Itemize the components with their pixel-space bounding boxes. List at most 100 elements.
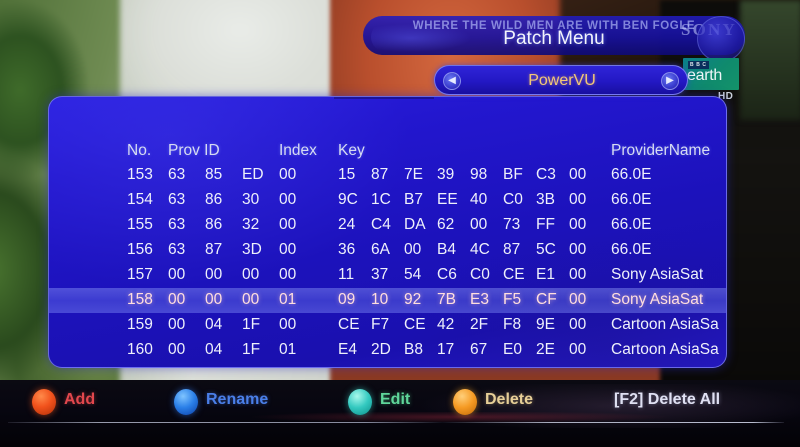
cell-key-byte: B7 <box>404 191 423 208</box>
cell-key-byte: 00 <box>470 216 488 233</box>
panel-notch <box>334 97 434 99</box>
cell-index: 00 <box>279 166 297 183</box>
cell-key-byte: 42 <box>437 316 455 333</box>
table-row[interactable]: 158 00 00 00 01 09 10 92 7B E3 F5 CF 00 Sony AsiaSat <box>49 288 726 313</box>
delete-all-hint[interactable]: [F2] Delete All <box>614 391 721 408</box>
cell-prov-byte: 1F <box>242 341 261 358</box>
table-row[interactable]: 159 00 04 1F 00 CE F7 CE 42 2F F8 9E 00 Cartoon AsiaS… <box>49 313 726 338</box>
cell-key-byte: 54 <box>404 266 422 283</box>
banner-swirl-decoration <box>371 22 501 52</box>
cell-no: 156 <box>127 241 153 258</box>
cell-prov-byte: 00 <box>168 266 186 283</box>
cell-prov-byte: 04 <box>205 341 223 358</box>
background-green-edge <box>740 0 800 120</box>
yellow-button-icon <box>453 389 477 415</box>
cell-no: 154 <box>127 191 153 208</box>
cell-key-byte: C0 <box>470 266 490 283</box>
cell-key-byte: 1C <box>371 191 391 208</box>
broadcast-programme-title: WHERE THE WILD MEN ARE WITH BEN FOGLE <box>412 20 696 32</box>
cell-prov-byte: 32 <box>242 216 260 233</box>
cell-prov-byte: 63 <box>168 241 186 258</box>
cell-key-byte: C0 <box>503 191 523 208</box>
cell-index: 01 <box>279 291 297 308</box>
cell-key-byte: 73 <box>503 216 521 233</box>
cell-key-byte: 00 <box>569 241 587 258</box>
cell-key-byte: 87 <box>503 241 521 258</box>
cell-key-byte: 00 <box>569 266 587 283</box>
add-button-label: Add <box>64 391 96 408</box>
cell-key-byte: 3B <box>536 191 555 208</box>
cell-provider-name: Sony AsiaSat <box>611 266 704 283</box>
bar-divider <box>8 422 784 423</box>
rename-button-label: Rename <box>206 391 269 408</box>
cell-key-byte: 87 <box>371 166 389 183</box>
cell-key-byte: 37 <box>371 266 389 283</box>
cell-key-byte: 00 <box>569 166 587 183</box>
column-header-prov_name: ProviderName <box>611 142 711 159</box>
table-row[interactable]: 155 63 86 32 00 24 C4 DA 62 00 73 FF 00 66.0E <box>49 213 726 238</box>
cell-prov-byte: 00 <box>205 291 223 308</box>
cell-key-byte: 6A <box>371 241 390 258</box>
cell-key-byte: F7 <box>371 316 390 333</box>
cell-prov-byte: 00 <box>168 291 186 308</box>
cell-provider-name: 66.0E <box>611 166 652 183</box>
column-header-index: Index <box>279 142 317 159</box>
edit-button-label: Edit <box>380 391 411 408</box>
cell-key-byte: 40 <box>470 191 488 208</box>
column-header-key: Key <box>338 142 365 159</box>
cell-key-byte: E4 <box>338 341 357 358</box>
key-list-panel: No. Prov ID Index Key ProviderName 153 63 85 ED… <box>48 96 727 368</box>
cell-key-byte: 7B <box>437 291 456 308</box>
cell-no: 155 <box>127 216 153 233</box>
cell-key-byte: 00 <box>569 291 587 308</box>
cell-key-byte: 92 <box>404 291 422 308</box>
cell-prov-byte: ED <box>242 166 264 183</box>
chevron-right-icon: ▶ <box>666 75 674 86</box>
previous-mode-button[interactable]: ◀ <box>443 72 461 90</box>
next-mode-button[interactable]: ▶ <box>661 72 679 90</box>
cell-prov-byte: 00 <box>242 291 260 308</box>
cell-key-byte: 00 <box>569 191 587 208</box>
cell-key-byte: E3 <box>470 291 489 308</box>
cell-prov-byte: 85 <box>205 166 223 183</box>
cell-key-byte: 9E <box>536 316 555 333</box>
cell-key-byte: 2E <box>536 341 555 358</box>
cell-prov-byte: 63 <box>168 166 186 183</box>
cell-key-byte: CE <box>404 316 426 333</box>
mode-selector-value: PowerVU <box>528 72 596 89</box>
cell-prov-byte: 86 <box>205 191 223 208</box>
cell-key-byte: FF <box>536 216 555 233</box>
cell-index: 01 <box>279 341 297 358</box>
cell-key-byte: 17 <box>437 341 455 358</box>
cell-provider-name: Cartoon AsiaSa <box>611 316 719 333</box>
cell-key-byte: 2F <box>470 316 489 333</box>
cell-prov-byte: 3D <box>242 241 262 258</box>
table-row[interactable]: 160 00 04 1F 01 E4 2D B8 17 67 E0 2E 00 Cartoon AsiaS… <box>49 338 726 363</box>
cell-provider-name: 66.0E <box>611 216 652 233</box>
cell-key-byte: C3 <box>536 166 556 183</box>
table-row[interactable]: 154 63 86 30 00 9C 1C B7 EE 40 C0 3B 00 66.0E <box>49 188 726 213</box>
letterbox-sheen <box>420 384 800 428</box>
cell-key-byte: 00 <box>569 316 587 333</box>
table-row[interactable]: 156 63 87 3D 00 36 6A 00 B4 4C 87 5C 00 66.0E <box>49 238 726 263</box>
letterbox-red-glow <box>250 412 670 422</box>
cell-key-byte: C4 <box>371 216 391 233</box>
table-row[interactable]: 157 00 00 00 00 11 37 54 C6 C0 CE E1 00 Sony AsiaSat <box>49 263 726 288</box>
mode-selector[interactable]: ◀ PowerVU ▶ <box>434 65 688 95</box>
delete-button-label: Delete <box>485 391 534 408</box>
cell-no: 160 <box>127 341 153 358</box>
column-header-no: No. <box>127 142 152 159</box>
cell-key-byte: 10 <box>371 291 389 308</box>
table-header-row: No. Prov ID Index Key ProviderName <box>49 142 726 164</box>
cell-key-byte: CF <box>536 291 557 308</box>
cell-key-byte: 39 <box>437 166 455 183</box>
cell-key-byte: 36 <box>338 241 356 258</box>
table-row[interactable]: 153 63 85 ED 00 15 87 7E 39 98 BF C3 00 66.0E <box>49 163 726 188</box>
cell-key-byte: E1 <box>536 266 555 283</box>
cell-key-byte: C6 <box>437 266 457 283</box>
hd-badge: HD <box>718 91 734 102</box>
cell-key-byte: CE <box>338 316 360 333</box>
chevron-left-icon: ◀ <box>448 75 456 86</box>
cell-key-byte: 67 <box>470 341 488 358</box>
cell-key-byte: E0 <box>503 341 522 358</box>
